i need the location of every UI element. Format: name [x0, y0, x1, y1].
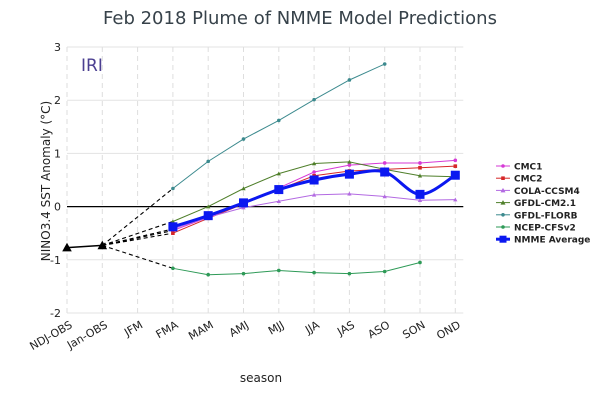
legend-label-nmme-average: NMME Average [514, 236, 590, 246]
data-point-cmc1 [347, 163, 352, 167]
y-tick-label: 1 [54, 147, 61, 160]
data-point-gfdl-florb [312, 97, 316, 102]
data-point-gfdl-florb [206, 159, 210, 164]
data-point-cmc2 [171, 231, 175, 235]
data-point-cola-ccsm4 [241, 205, 246, 210]
x-tick-label: OND [434, 318, 462, 342]
legend-label-cola-ccsm4: COLA-CCSM4 [514, 187, 580, 197]
legend-label-gfdl-cm2-1: GFDL-CM2.1 [514, 199, 576, 209]
x-tick-label: Jan-OBS [64, 318, 110, 352]
data-point-cmc1 [418, 161, 422, 165]
series-line-ncep-cfsv2 [172, 261, 421, 276]
data-point-nmme-average [239, 198, 248, 208]
x-axis-label: season [240, 371, 282, 385]
legend-marker-gfdl-florb [501, 213, 505, 217]
data-point-nmme-average [274, 185, 284, 195]
data-point-gfdl-florb [277, 118, 281, 123]
observed-point [97, 240, 108, 250]
data-point-ncep-cfsv2 [382, 269, 387, 274]
data-point-ncep-cfsv2 [171, 266, 175, 271]
data-point-ncep-cfsv2 [347, 271, 352, 276]
data-point-ncep-cfsv2 [312, 270, 316, 275]
chart-title: Feb 2018 Plume of NMME Model Predictions [103, 8, 497, 29]
legend-label-cmc1: CMC1 [514, 163, 542, 173]
y-axis-label: NINO3.4 SST Anomaly (°C) [39, 101, 53, 261]
x-tick-label: ASO [366, 318, 393, 341]
x-tick-label: MJJ [266, 318, 286, 337]
legend-marker-cola-ccsm4 [500, 187, 506, 193]
legend-label-ncep-cfsv2: NCEP-CFSv2 [514, 224, 576, 234]
x-tick-label: SON [400, 318, 427, 341]
forecast-connector [102, 228, 174, 246]
data-point-gfdl-cm2-1 [417, 173, 423, 178]
forecast-connector [101, 188, 174, 246]
data-point-gfdl-cm2-1 [347, 159, 352, 164]
observed-line [66, 244, 103, 249]
data-point-cmc1 [453, 158, 458, 163]
data-point-gfdl-cm2-1 [241, 186, 246, 191]
data-point-gfdl-florb [171, 186, 175, 191]
data-point-nmme-average [380, 167, 390, 177]
data-point-cmc2 [418, 165, 422, 170]
legend-marker-ncep-cfsv2 [501, 225, 505, 229]
x-tick-label: AMJ [227, 318, 251, 339]
y-tick-label: 2 [54, 94, 61, 107]
data-point-gfdl-cm2-1 [311, 161, 317, 166]
data-point-ncep-cfsv2 [241, 271, 246, 276]
data-point-nmme-average [415, 189, 425, 199]
legend-marker-gfdl-cm2-1 [500, 200, 506, 205]
data-point-nmme-average [309, 175, 319, 185]
data-point-gfdl-florb [241, 137, 246, 141]
data-point-cmc1 [312, 170, 316, 174]
observed-point [62, 242, 72, 252]
data-point-ncep-cfsv2 [418, 260, 422, 265]
legend-marker-cmc2 [501, 176, 505, 180]
data-point-cola-ccsm4 [417, 198, 423, 202]
data-point-cola-ccsm4 [311, 192, 317, 197]
legend: CMC1 CMC2 COLA-CCSM4 GFDL-CM2.1 GFDL-FLORB NC… [496, 163, 590, 246]
data-point-cola-ccsm4 [453, 197, 458, 202]
data-point-ncep-cfsv2 [206, 272, 210, 277]
y-tick-label: 0 [54, 201, 61, 214]
data-point-ncep-cfsv2 [277, 268, 281, 273]
data-point-cmc2 [453, 164, 458, 168]
data-point-gfdl-cm2-1 [276, 171, 281, 176]
x-tick-label: JJA [302, 318, 322, 337]
data-point-cola-ccsm4 [347, 191, 352, 196]
iri-watermark: IRI [81, 56, 103, 76]
forecast-connector [102, 244, 174, 269]
legend-label-cmc2: CMC2 [514, 175, 542, 185]
x-tick-label: FMA [154, 318, 181, 341]
data-point-gfdl-cm2-1 [206, 204, 211, 209]
data-point-nmme-average [450, 170, 460, 180]
y-tick-label: -2 [50, 307, 61, 320]
x-tick-label: NDJ-OBS [27, 318, 74, 353]
data-point-cola-ccsm4 [382, 194, 387, 199]
data-point-cola-ccsm4 [276, 199, 281, 204]
forecast-connector [102, 220, 174, 246]
data-point-nmme-average [203, 211, 213, 221]
y-tick-label: -1 [50, 254, 61, 267]
forecast-connector [102, 230, 174, 246]
y-tick-label: 3 [54, 41, 61, 54]
x-tick-label: JAS [334, 318, 357, 339]
x-tick-label: JFM [121, 318, 145, 339]
data-point-nmme-average [168, 222, 178, 232]
legend-marker-nmme-average [499, 235, 507, 243]
forecast-connector [102, 232, 173, 246]
legend-label-gfdl-florb: GFDL-FLORB [514, 211, 578, 221]
x-tick-label: MAM [186, 318, 215, 343]
data-point-nmme-average [344, 169, 354, 179]
legend-marker-cmc1 [501, 164, 505, 168]
data-point-cmc1 [382, 161, 387, 165]
data-point-gfdl-cm2-1 [170, 219, 176, 224]
data-point-gfdl-florb [382, 62, 387, 66]
data-point-gfdl-florb [347, 78, 352, 82]
